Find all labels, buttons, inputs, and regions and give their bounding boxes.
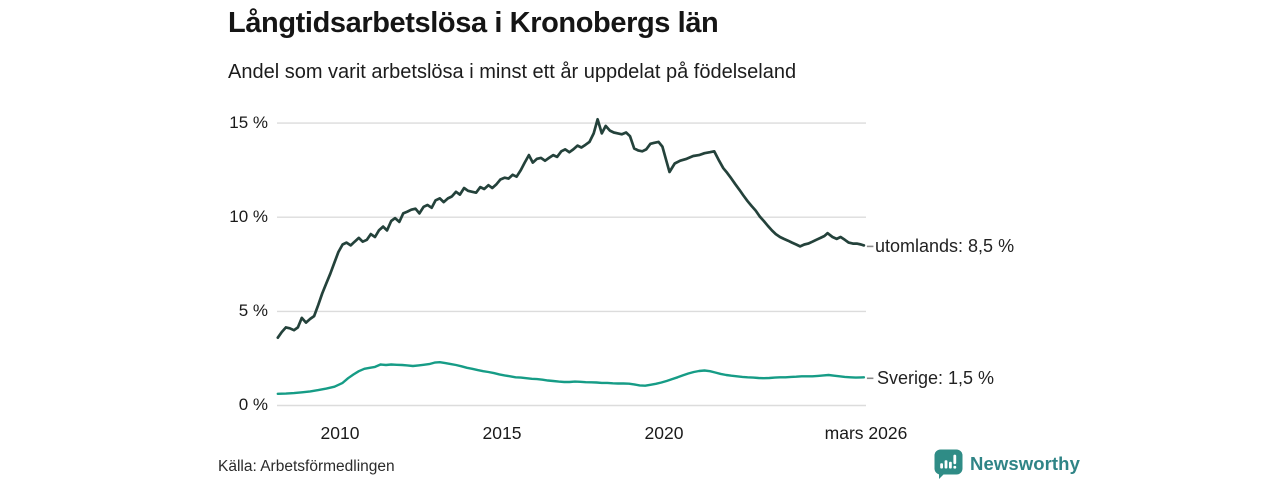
x-axis-tick-2015: 2015 <box>482 423 522 443</box>
x-axis-tick-2020: 2020 <box>644 423 684 443</box>
sverige-line <box>276 361 866 395</box>
series-label-sverige: Sverige: 1,5 % <box>877 368 995 388</box>
page-title: Långtidsarbetslösa i Kronobergs län <box>228 7 719 39</box>
y-axis-tick-0: 0 % <box>238 395 268 414</box>
brand-credit: Newsworthy <box>934 448 1080 479</box>
x-axis-tick-mars-2026: mars 2026 <box>824 423 908 443</box>
source-note: Källa: Arbetsförmedlingen <box>218 458 395 475</box>
brand-name: Newsworthy <box>970 452 1080 474</box>
y-axis-tick-15: 15 % <box>229 113 268 132</box>
page-subtitle: Andel som varit arbetslösa i minst ett å… <box>228 61 797 83</box>
utomlands-line <box>276 117 866 340</box>
y-axis-tick-10: 10 % <box>229 207 268 226</box>
series-label-utomlands: utomlands: 8,5 % <box>875 236 1015 256</box>
y-axis-tick-5: 5 % <box>238 301 268 320</box>
x-axis-tick-2010: 2010 <box>320 423 360 443</box>
newsworthy-logo-icon <box>934 449 963 479</box>
